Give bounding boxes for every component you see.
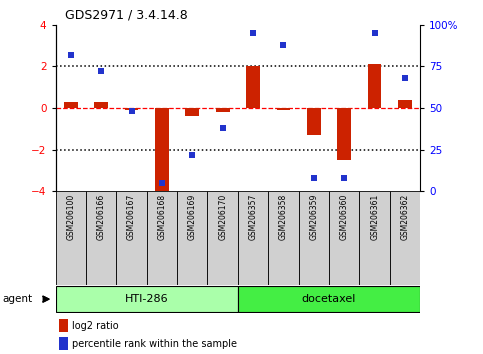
Point xyxy=(341,175,348,181)
Bar xyxy=(116,191,147,285)
Text: GSM206357: GSM206357 xyxy=(249,194,257,240)
Point xyxy=(371,30,379,36)
Text: agent: agent xyxy=(2,294,32,304)
Bar xyxy=(185,108,199,116)
Bar xyxy=(298,191,329,285)
Point xyxy=(97,69,105,74)
Text: docetaxel: docetaxel xyxy=(302,294,356,304)
Bar xyxy=(147,191,177,285)
Point xyxy=(158,180,166,185)
Bar xyxy=(329,191,359,285)
Bar xyxy=(64,102,78,108)
Point xyxy=(128,108,135,114)
Point xyxy=(401,75,409,81)
Text: GSM206360: GSM206360 xyxy=(340,194,349,240)
Bar xyxy=(216,108,229,112)
Text: GDS2971 / 3.4.14.8: GDS2971 / 3.4.14.8 xyxy=(65,8,188,21)
Bar xyxy=(59,337,68,350)
Text: GSM206100: GSM206100 xyxy=(66,194,75,240)
Text: log2 ratio: log2 ratio xyxy=(72,321,119,331)
Point xyxy=(188,152,196,158)
Text: GSM206361: GSM206361 xyxy=(370,194,379,240)
Text: percentile rank within the sample: percentile rank within the sample xyxy=(72,339,237,349)
Bar xyxy=(238,286,420,312)
Bar xyxy=(155,108,169,193)
Bar xyxy=(398,99,412,108)
Bar xyxy=(338,108,351,160)
Bar xyxy=(59,319,68,332)
Point xyxy=(310,175,318,181)
Bar xyxy=(359,191,390,285)
Bar xyxy=(246,66,260,108)
Bar xyxy=(56,191,86,285)
Bar xyxy=(268,191,298,285)
Text: HTI-286: HTI-286 xyxy=(125,294,169,304)
Bar xyxy=(177,191,208,285)
Point xyxy=(219,125,227,131)
Text: GSM206170: GSM206170 xyxy=(218,194,227,240)
Bar xyxy=(238,191,268,285)
Bar xyxy=(86,191,116,285)
Text: GSM206166: GSM206166 xyxy=(97,194,106,240)
Bar xyxy=(307,108,321,135)
Text: GSM206359: GSM206359 xyxy=(309,194,318,240)
Bar xyxy=(125,108,138,110)
Text: GSM206358: GSM206358 xyxy=(279,194,288,240)
Point xyxy=(280,42,287,47)
Bar xyxy=(277,108,290,110)
Text: GSM206167: GSM206167 xyxy=(127,194,136,240)
Text: GSM206362: GSM206362 xyxy=(400,194,410,240)
Bar xyxy=(390,191,420,285)
Bar xyxy=(208,191,238,285)
Bar xyxy=(368,64,382,108)
Text: GSM206169: GSM206169 xyxy=(188,194,197,240)
Bar xyxy=(56,286,238,312)
Text: GSM206168: GSM206168 xyxy=(157,194,167,240)
Point xyxy=(67,52,74,58)
Point xyxy=(249,30,257,36)
Bar xyxy=(94,102,108,108)
